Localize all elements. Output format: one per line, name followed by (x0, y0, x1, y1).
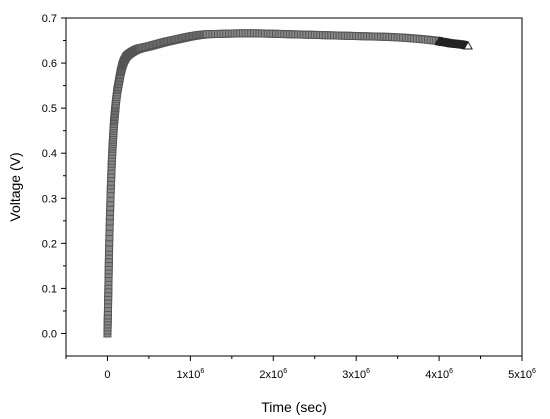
square-series (103, 29, 444, 338)
x-axis-label: Time (sec) (261, 399, 327, 415)
x-tick-label: 1x106 (176, 368, 204, 381)
y-tick-label: 0.1 (42, 283, 57, 295)
y-tick-label: 0.3 (42, 193, 57, 205)
plot-border (65, 17, 523, 357)
plot-frame (65, 17, 523, 357)
y-tick-label: 0.5 (42, 103, 57, 115)
x-tick-label: 3x106 (342, 368, 370, 381)
x-tick-label: 4x106 (425, 368, 453, 381)
y-axis-label: Voltage (V) (7, 152, 23, 221)
x-tick-label: 2x106 (259, 368, 287, 381)
y-tick-label: 0.2 (42, 238, 57, 250)
data-marks (103, 29, 473, 338)
y-tick-label: 0.4 (42, 148, 57, 160)
triangle-series (434, 36, 473, 50)
y-tick-label: 0.6 (42, 58, 57, 70)
y-axis-ticks: 0.0 0.1 0.2 0.3 0.4 0.5 0.6 0.7 (42, 13, 66, 340)
y-tick-label: 0.0 (42, 328, 57, 340)
triangle-marker (463, 40, 473, 50)
x-axis-ticks: 0 1x106 2x106 3x106 4x106 5x106 (65, 356, 536, 381)
x-tick-label: 0 (104, 369, 110, 381)
y-tick-label: 0.7 (42, 13, 57, 25)
x-tick-label: 5x106 (508, 368, 536, 381)
